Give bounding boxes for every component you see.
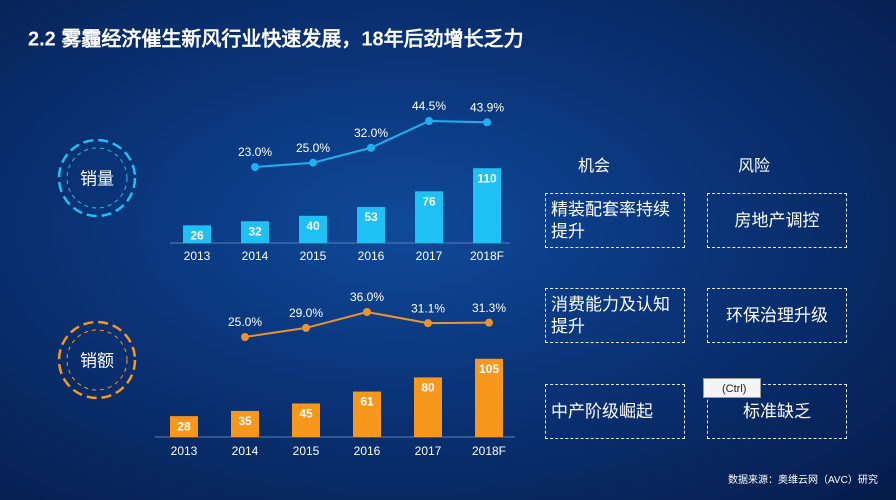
- growth-point: [425, 117, 433, 125]
- panel-box: 中产阶级崛起: [545, 384, 685, 439]
- growth-label: 25.0%: [228, 315, 262, 329]
- growth-point: [363, 308, 371, 316]
- bar: [473, 168, 501, 243]
- panel-box: 环保治理升级: [707, 288, 847, 343]
- x-tick-label: 2017: [415, 444, 442, 458]
- growth-label: 44.5%: [412, 99, 446, 113]
- growth-label: 25.0%: [296, 141, 330, 155]
- panel-box: 标准缺乏: [707, 384, 847, 439]
- value-label: 28: [177, 419, 191, 433]
- panel-text: 房地产调控: [734, 210, 820, 230]
- growth-point: [309, 158, 317, 167]
- bar: [357, 206, 385, 243]
- growth-point: [302, 323, 310, 332]
- growth-point: [241, 333, 249, 341]
- x-tick-label: 2015: [300, 249, 327, 263]
- panel-box: 精装配套率持续提升: [545, 193, 685, 248]
- bar: [241, 221, 269, 243]
- value-label: 53: [364, 210, 378, 224]
- growth-point: [485, 318, 493, 327]
- bar: [231, 410, 259, 437]
- value-label: 45: [299, 407, 313, 421]
- bar: [183, 225, 211, 243]
- value-label: 32: [248, 224, 262, 238]
- title: 2.2 雾霾经济催生新风行业快速发展，18年后劲增长乏力: [28, 26, 524, 50]
- growth-point: [424, 319, 432, 328]
- paste-popup[interactable]: (Ctrl): [703, 378, 761, 398]
- value-label: 61: [360, 395, 374, 409]
- bar: [415, 191, 443, 243]
- x-tick-label: 2013: [171, 444, 198, 458]
- growth-label: 23.0%: [238, 145, 272, 159]
- icon-ring: [66, 147, 128, 209]
- bar: [292, 403, 320, 437]
- source: 数据来源：奥维云网（AVC）研究: [728, 475, 878, 486]
- growth-label: 31.3%: [472, 301, 506, 315]
- value-label: 110: [477, 171, 497, 185]
- x-tick-label: 2015: [293, 444, 320, 458]
- growth-label: 32.0%: [354, 126, 388, 140]
- panel-box: 消费能力及认知提升: [545, 288, 685, 343]
- value-label: 26: [190, 228, 204, 242]
- value-label: 80: [421, 381, 435, 395]
- panel-header: 风险: [738, 158, 771, 175]
- panel-text: 中产阶级崛起: [551, 401, 653, 421]
- panel-text: 标准缺乏: [743, 401, 811, 421]
- growth-label: 43.9%: [470, 100, 504, 114]
- growth-label: 36.0%: [350, 290, 384, 304]
- growth-label: 29.0%: [289, 306, 323, 320]
- value-label: 76: [422, 194, 436, 208]
- icon-ring: [57, 138, 137, 218]
- growth-point: [367, 143, 375, 152]
- icon-ring: [66, 329, 128, 391]
- panel-text: 精装配套率持续提升: [551, 199, 670, 241]
- panel-text: 环保治理升级: [726, 305, 828, 325]
- growth-point: [251, 163, 259, 171]
- bar: [353, 391, 381, 437]
- value-label: 40: [306, 219, 320, 233]
- x-tick-label: 2014: [242, 249, 269, 263]
- x-tick-label: 2016: [354, 444, 381, 458]
- panel-header: 机会: [578, 158, 611, 175]
- x-tick-label: 2018F: [472, 444, 506, 458]
- value-label: 35: [238, 414, 252, 428]
- x-tick-label: 2017: [416, 249, 443, 263]
- chart-label: 销额: [80, 351, 114, 370]
- x-tick-label: 2013: [184, 249, 211, 263]
- panel-box: 房地产调控: [707, 193, 847, 248]
- bar: [475, 358, 503, 437]
- bar: [299, 215, 327, 243]
- growth-label: 31.1%: [411, 301, 445, 315]
- x-tick-label: 2014: [232, 444, 259, 458]
- value-label: 105: [479, 362, 499, 376]
- x-tick-label: 2018F: [470, 249, 504, 263]
- growth-point: [483, 118, 491, 127]
- x-tick-label: 2016: [358, 249, 385, 263]
- bar: [170, 416, 198, 437]
- bar: [414, 377, 442, 437]
- chart-label: 销量: [80, 169, 114, 188]
- panel-text: 消费能力及认知提升: [551, 294, 670, 336]
- icon-ring: [57, 320, 137, 400]
